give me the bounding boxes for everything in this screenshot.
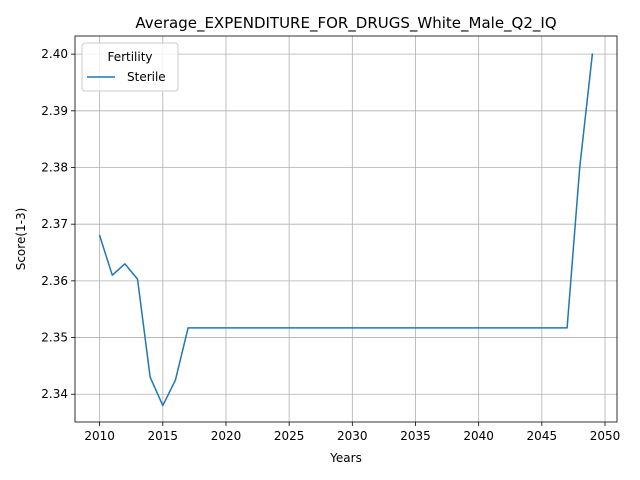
x-axis-label: Years	[329, 451, 362, 465]
plot-frame	[74, 35, 618, 423]
x-tick-label: 2010	[84, 429, 115, 443]
x-tick-label: 2045	[527, 429, 558, 443]
chart-title: Average_EXPENDITURE_FOR_DRUGS_White_Male…	[135, 14, 556, 33]
y-axis-label: Score(1-3)	[14, 208, 28, 271]
y-tick-label: 2.35	[41, 331, 68, 345]
legend-title: Fertility	[107, 50, 152, 64]
x-axis: 2010 2015 2020 2025 2030 2035 2040 2045 2050	[84, 422, 620, 443]
legend: Fertility Sterile	[81, 42, 179, 92]
x-tick-label: 2035	[400, 429, 431, 443]
y-tick-label: 2.40	[41, 47, 68, 61]
series-layer	[98, 53, 594, 407]
y-tick-label: 2.38	[41, 161, 68, 175]
x-tick-label: 2025	[274, 429, 305, 443]
x-tick-label: 2015	[148, 429, 179, 443]
x-tick-label: 2050	[590, 429, 621, 443]
x-tick-label: 2020	[211, 429, 242, 443]
y-tick-label: 2.39	[41, 104, 68, 118]
x-tick-label: 2030	[337, 429, 368, 443]
x-tick-label: 2040	[463, 429, 494, 443]
y-tick-label: 2.36	[41, 274, 68, 288]
series-line-sterile	[98, 53, 594, 407]
legend-label-sterile: Sterile	[127, 70, 166, 84]
legend-box	[81, 42, 179, 92]
grid	[75, 36, 617, 422]
y-axis: 2.34 2.35 2.36 2.37 2.38 2.39 2.40	[41, 47, 75, 401]
y-tick-label: 2.34	[41, 387, 68, 401]
y-tick-label: 2.37	[41, 217, 68, 231]
